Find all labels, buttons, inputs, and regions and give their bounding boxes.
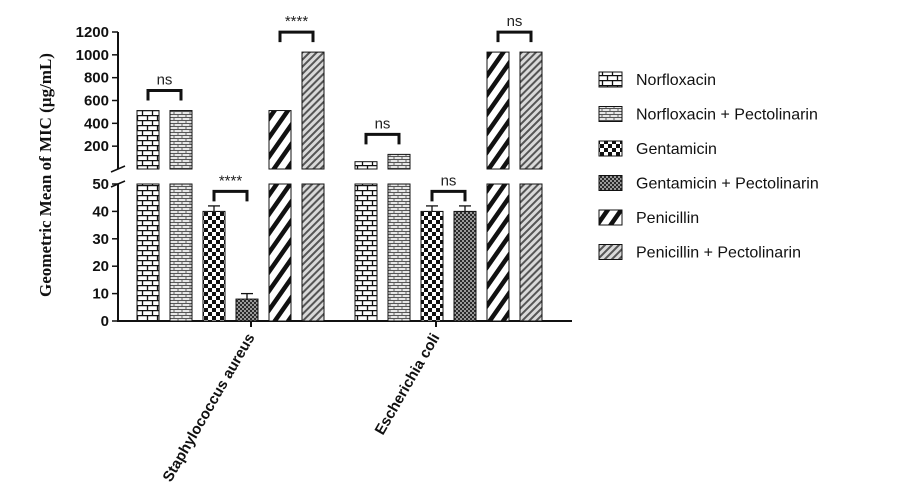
significance-label: ns: [441, 172, 457, 189]
y-axis-label: Geometric Mean of MIC (µg/mL): [36, 53, 55, 297]
legend-item-penicillin-pectolinarin: Penicillin + Pectolinarin: [598, 244, 801, 262]
bar-gentamicin-escherichia-coli: [420, 210, 444, 322]
significance-label: ns: [157, 72, 173, 89]
y-tick-label: 400: [84, 115, 109, 132]
y-tick-label: 1000: [76, 47, 109, 64]
significance-label: ****: [219, 172, 243, 189]
y-tick-label: 200: [84, 138, 109, 155]
significance-label: ns: [375, 115, 391, 132]
significance-bracket: [146, 89, 183, 101]
axes: 0 10 20 30 40 50 200 400 600 800 1000 1200: [76, 24, 572, 330]
axis-break-mark: [110, 165, 126, 173]
category-label-escherichia-coli: Escherichia coli: [372, 331, 444, 438]
y-tick-label: 0: [101, 313, 109, 330]
legend-swatch: [598, 71, 623, 88]
significance-bracket: [278, 30, 315, 43]
legend-label: Gentamicin: [636, 141, 717, 158]
y-tick-label: 1200: [76, 24, 109, 41]
x-category-labels: Staphylococcus aureus Escherichia coli: [160, 331, 444, 485]
legend-label: Norfloxacin + Pectolinarin: [636, 107, 818, 124]
category-label-staphylococcus-aureus: Staphylococcus aureus: [160, 331, 259, 485]
y-tick-label: 800: [84, 70, 109, 87]
significance-label: ns: [507, 13, 523, 30]
legend-swatch: [598, 106, 623, 122]
legend-label: Penicillin: [636, 210, 699, 227]
y-tick-label: 30: [92, 231, 109, 248]
bar-penicillin-escherichia-coli-upper: [486, 51, 510, 170]
legend-swatch: [598, 175, 623, 191]
bar-penicillin-pectolinarin-escherichia-coli: [519, 183, 543, 322]
significance-bracket: [496, 30, 533, 43]
legend-item-gentamicin: Gentamicin: [598, 140, 717, 158]
bar-norfloxacin-escherichia-coli-upper: [354, 161, 378, 170]
legend-swatch: [598, 140, 623, 157]
y-tick-label: 40: [92, 203, 109, 220]
bar-penicillin-escherichia-coli: [486, 183, 510, 322]
legend-item-gentamicin-pectolinarin: Gentamicin + Pectolinarin: [598, 175, 819, 193]
bar-norfloxacin-pectolinarin-staphylococcus-aureus-upper: [169, 110, 193, 170]
significance-bracket: [364, 132, 401, 145]
bar-norfloxacin-pectolinarin-escherichia-coli: [387, 183, 411, 322]
bar-gentamicin-pectolinarin-staphylococcus-aureus: [235, 298, 259, 322]
y-tick-label: 10: [92, 286, 109, 303]
bar-penicillin-staphylococcus-aureus: [268, 183, 292, 322]
error-bars: [208, 205, 471, 300]
legend-swatch: [598, 244, 623, 260]
legend-label: Gentamicin + Pectolinarin: [636, 176, 819, 193]
bar-penicillin-pectolinarin-staphylococcus-aureus: [301, 183, 325, 322]
legend-item-penicillin: Penicillin: [598, 209, 699, 227]
bar-norfloxacin-escherichia-coli: [354, 183, 378, 322]
legend-swatch: [598, 209, 623, 226]
legend-label: Norfloxacin: [636, 72, 716, 89]
bar-gentamicin-pectolinarin-escherichia-coli: [453, 210, 477, 322]
legend-item-norfloxacin: Norfloxacin: [598, 71, 716, 89]
y-tick-label: 600: [84, 93, 109, 110]
y-tick-label: 20: [92, 258, 109, 275]
bar-norfloxacin-pectolinarin-staphylococcus-aureus: [169, 183, 193, 322]
bars: [136, 51, 543, 322]
significance-annotations: ns **** **** ns ns ns: [146, 13, 533, 202]
bar-norfloxacin-staphylococcus-aureus: [136, 183, 160, 322]
bar-gentamicin-staphylococcus-aureus: [202, 210, 226, 322]
legend-label: Penicillin + Pectolinarin: [636, 245, 801, 262]
bar-norfloxacin-staphylococcus-aureus-upper: [136, 110, 160, 170]
significance-bracket: [212, 189, 249, 202]
bar-norfloxacin-pectolinarin-escherichia-coli-upper: [387, 153, 411, 170]
bar-penicillin-staphylococcus-aureus-upper: [268, 110, 292, 170]
bar-penicillin-pectolinarin-staphylococcus-aureus-upper: [301, 51, 325, 170]
legend-item-norfloxacin-pectolinarin: Norfloxacin + Pectolinarin: [598, 106, 818, 124]
y-tick-label: 50: [92, 176, 109, 193]
significance-label: ****: [285, 13, 309, 30]
bar-penicillin-pectolinarin-escherichia-coli-upper: [519, 51, 543, 170]
legend: Norfloxacin Norfloxacin + Pectolinarin Gen…: [598, 71, 819, 262]
significance-bracket: [430, 189, 467, 202]
